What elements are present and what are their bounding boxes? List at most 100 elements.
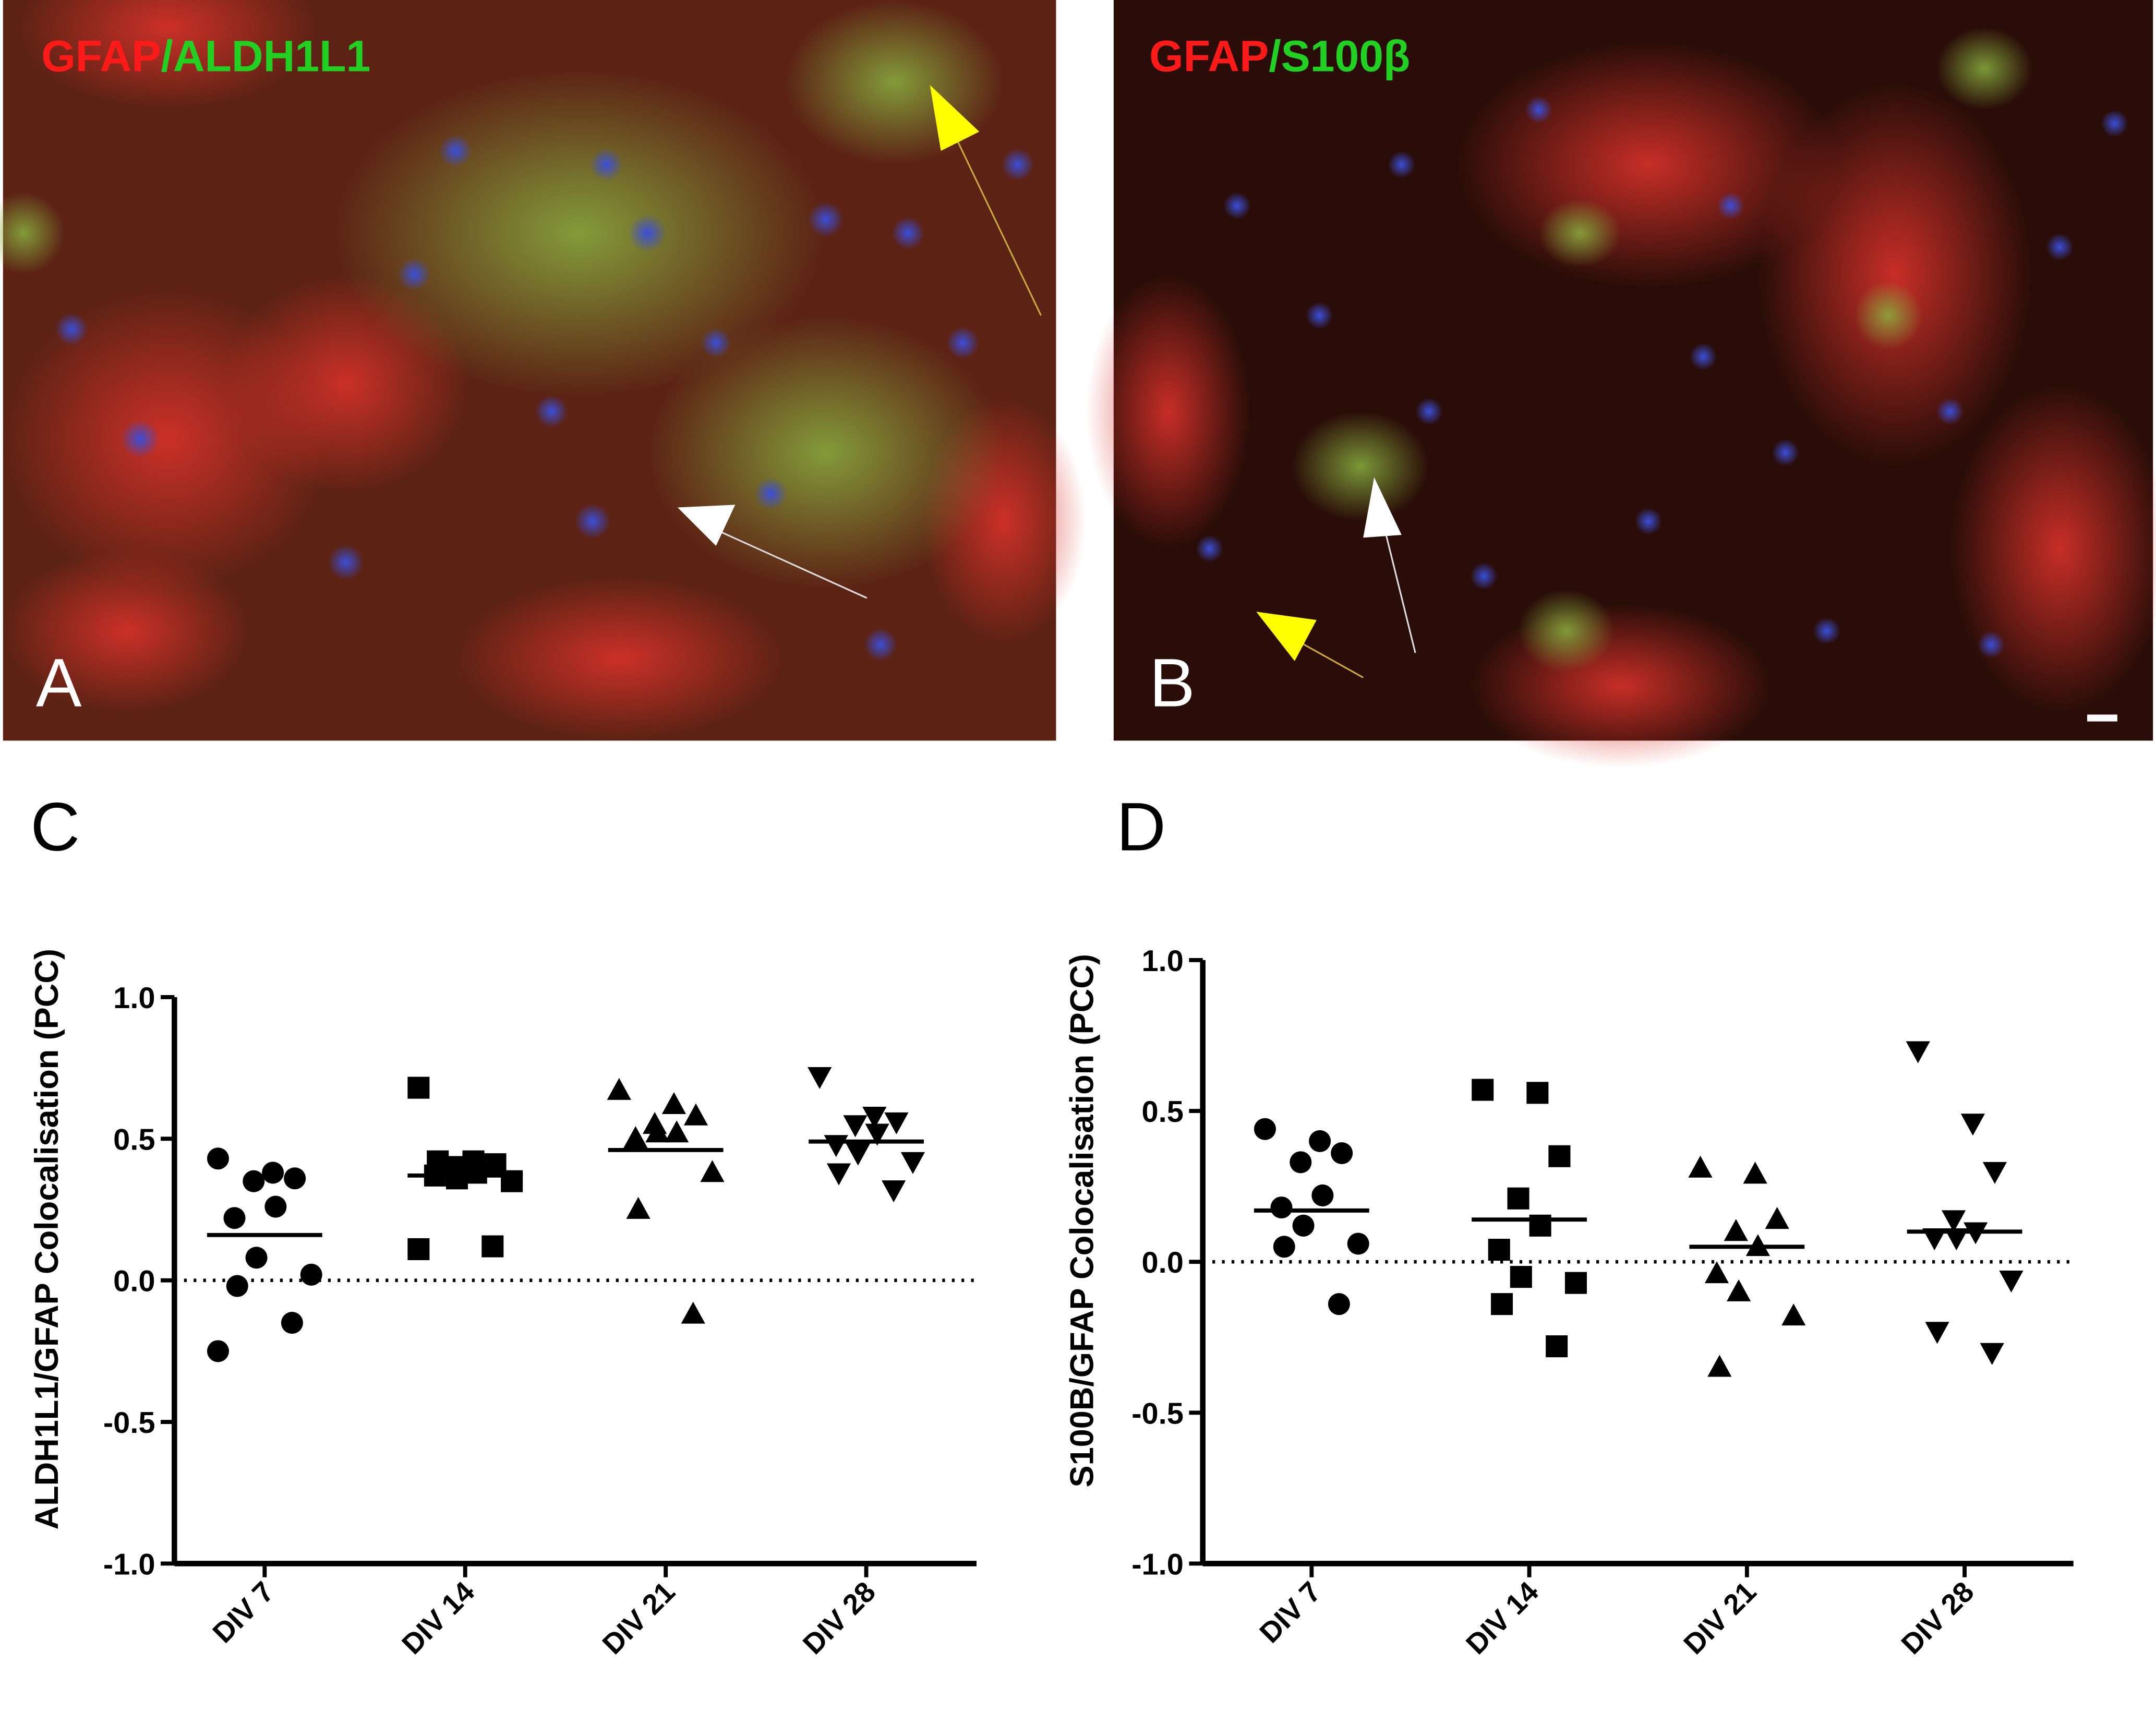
point (1925, 1322, 1949, 1344)
point (1960, 1114, 1985, 1136)
point (1724, 1219, 1748, 1241)
point (808, 1067, 832, 1090)
point (245, 1247, 268, 1269)
point (207, 1147, 229, 1170)
point (226, 1275, 248, 1297)
point (407, 1076, 430, 1099)
point (683, 1103, 708, 1126)
point (1564, 1272, 1587, 1294)
point (623, 1126, 648, 1148)
point (1548, 1145, 1571, 1167)
point (681, 1301, 705, 1324)
point (465, 1162, 487, 1184)
y-tick-label: 0.5 (113, 1123, 155, 1156)
point (481, 1235, 504, 1258)
point (884, 1112, 909, 1134)
stain-green: /ALDH1L1 (161, 32, 370, 81)
point (826, 1163, 851, 1186)
point (661, 1092, 686, 1115)
point (1472, 1079, 1494, 1101)
y-axis-label: ALDH1L1/GFAP Colocalisation (PCC) (29, 949, 65, 1529)
micrograph-a (0, 0, 1087, 741)
point (262, 1162, 284, 1184)
y-tick-label: -0.5 (1131, 1397, 1184, 1430)
x-tick-label: DIV 14 (395, 1575, 480, 1660)
point (1270, 1196, 1293, 1219)
point (865, 1123, 889, 1146)
point (824, 1135, 848, 1157)
point (1688, 1155, 1713, 1178)
panel-label: B (1149, 644, 1195, 721)
point (1328, 1293, 1350, 1315)
point (1309, 1130, 1331, 1152)
point (1488, 1239, 1510, 1261)
point (843, 1115, 868, 1138)
point (1254, 1118, 1276, 1140)
x-tick-label: DIV 28 (1895, 1575, 1980, 1660)
point (1273, 1236, 1295, 1258)
point (1941, 1210, 1966, 1233)
point (882, 1180, 906, 1203)
point (1922, 1228, 1947, 1251)
point (846, 1143, 870, 1166)
point (1331, 1142, 1353, 1165)
micrograph-b (1086, 0, 2156, 768)
point (1999, 1271, 2023, 1293)
point (645, 1120, 670, 1143)
point (1704, 1261, 1729, 1284)
point (1507, 1187, 1529, 1210)
x-tick-label: DIV 14 (1460, 1575, 1545, 1660)
point (1526, 1082, 1549, 1104)
point (1726, 1279, 1751, 1301)
panel-label: A (36, 644, 82, 721)
y-tick-label: 0.5 (1142, 1095, 1184, 1129)
scale-bar (2087, 714, 2117, 722)
point (1290, 1151, 1312, 1174)
stain-label: GFAP/S100β (1149, 32, 1410, 81)
point (700, 1160, 725, 1182)
point (665, 1120, 689, 1143)
point (284, 1167, 306, 1190)
y-tick-label: -0.5 (103, 1406, 155, 1440)
point (407, 1238, 430, 1260)
point (1347, 1233, 1369, 1255)
point (1510, 1266, 1532, 1288)
point (626, 1196, 651, 1219)
point (427, 1150, 449, 1172)
point (445, 1167, 468, 1190)
point (281, 1312, 303, 1334)
point (1980, 1343, 2004, 1365)
point (607, 1078, 631, 1100)
y-tick-label: -1.0 (1131, 1548, 1184, 1581)
point (900, 1152, 925, 1174)
y-tick-label: -1.0 (103, 1548, 155, 1581)
y-tick-label: 1.0 (1142, 944, 1184, 978)
x-tick-label: DIV 21 (596, 1575, 681, 1660)
point (1311, 1184, 1334, 1206)
x-tick-label: DIV 7 (206, 1575, 280, 1649)
stain-red: GFAP (41, 32, 161, 81)
y-axis-label: S100B/GFAP Colocalisation (PCC) (1064, 954, 1100, 1487)
point (1944, 1228, 1969, 1251)
point (1982, 1162, 2007, 1184)
point (223, 1207, 246, 1229)
panel-label: D (1116, 788, 1166, 865)
point (1906, 1041, 1930, 1063)
x-tick-label: DIV 7 (1253, 1575, 1327, 1649)
point (264, 1195, 287, 1218)
point (1707, 1355, 1732, 1377)
point (1292, 1214, 1315, 1237)
point (300, 1263, 322, 1286)
x-tick-label: DIV 28 (797, 1575, 882, 1660)
point (1781, 1303, 1806, 1326)
point (207, 1340, 229, 1362)
point (862, 1106, 887, 1129)
stain-green: /S100β (1269, 32, 1410, 81)
y-tick-label: 0.0 (1142, 1246, 1184, 1279)
stain-red: GFAP (1149, 32, 1269, 81)
panel-label: C (30, 788, 80, 865)
x-tick-label: DIV 21 (1677, 1575, 1762, 1660)
point (1743, 1162, 1767, 1184)
